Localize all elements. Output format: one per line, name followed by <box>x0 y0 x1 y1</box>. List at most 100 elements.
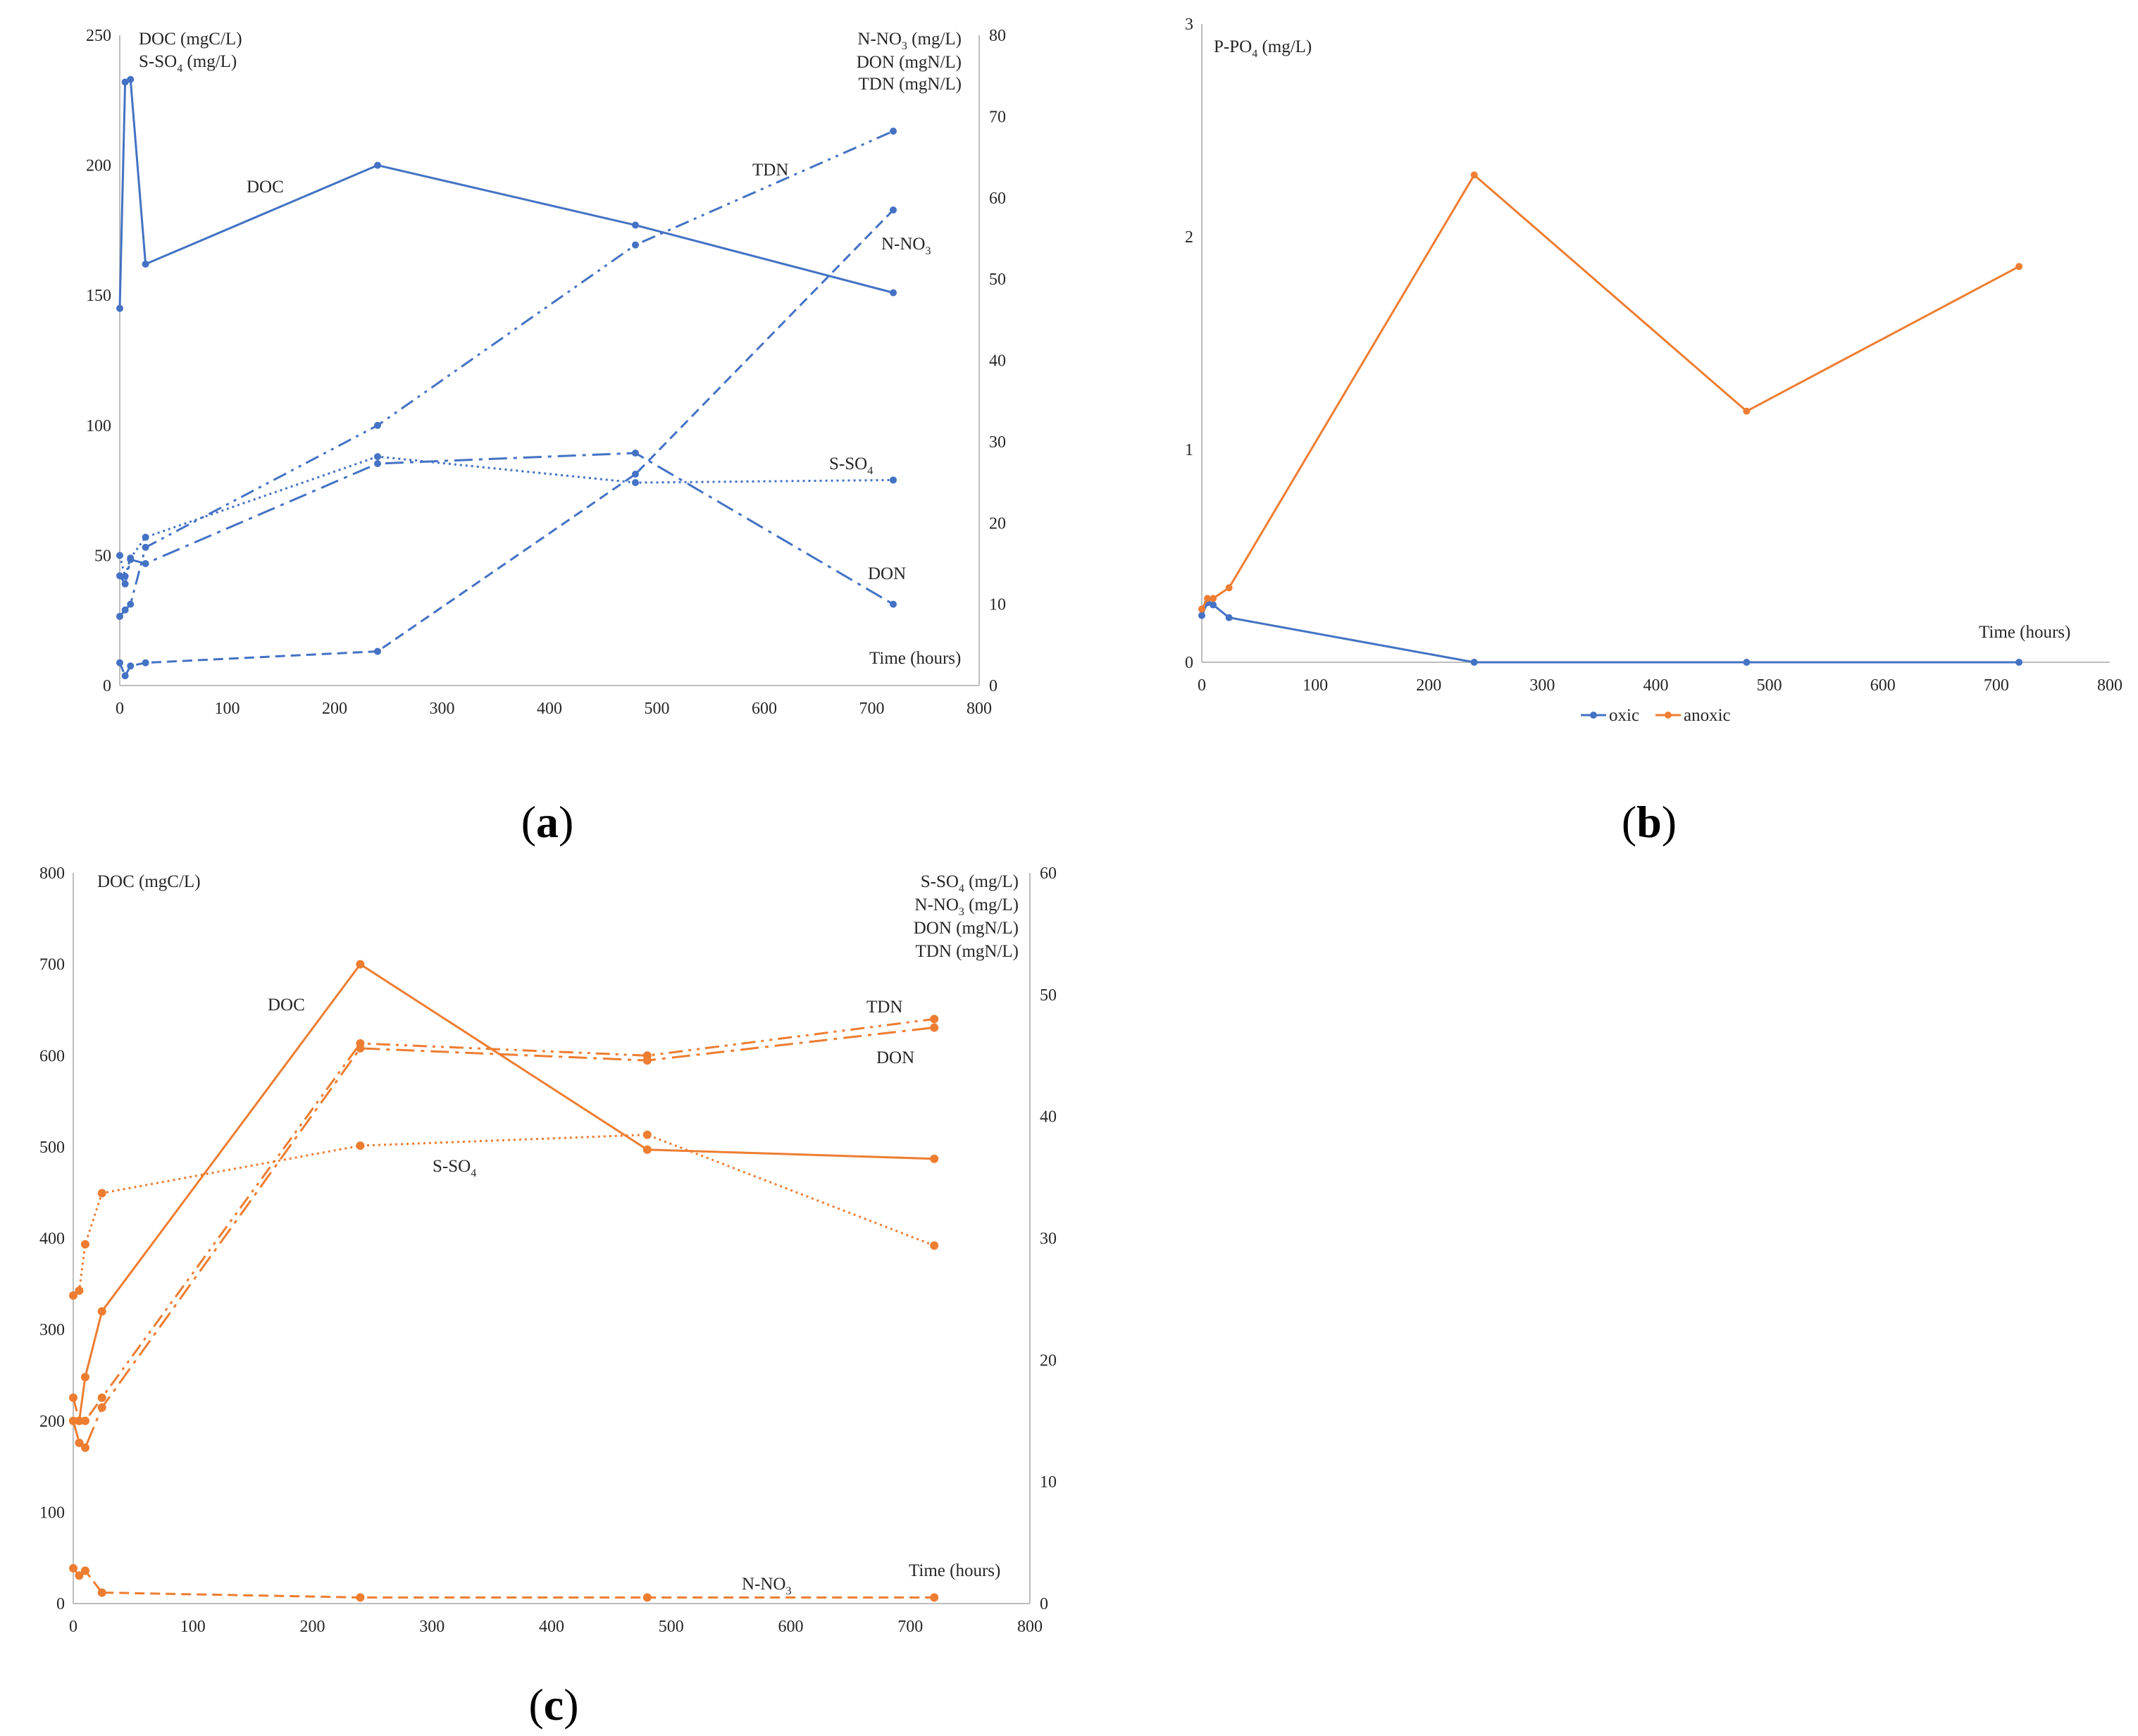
left-y-tick-label: 50 <box>94 547 111 565</box>
right-axis-title: S-SO4 (mg/L) <box>921 872 1019 895</box>
data-point-n-no3 <box>116 659 123 666</box>
x-tick-label: 400 <box>537 700 562 718</box>
data-point-oxic <box>1743 659 1751 666</box>
right-axis-title: N-NO3 (mg/L) <box>857 30 962 52</box>
data-point-n-no3 <box>642 1593 652 1602</box>
data-point-don <box>69 1416 77 1425</box>
series-line-don <box>72 1027 935 1449</box>
y-axis-title-sub: 4 <box>1252 48 1257 60</box>
series-label-n-no3: N-NO3 <box>742 1575 792 1597</box>
left-y-tick-label: 700 <box>39 956 65 974</box>
right-y-tick-label: 70 <box>989 108 1006 126</box>
data-point-don <box>890 600 897 608</box>
series-line-tdn <box>72 1017 935 1422</box>
x-axis-title: Time (hours) <box>909 1561 1000 1580</box>
data-point-don <box>116 572 123 580</box>
x-tick-label: 500 <box>1757 676 1782 695</box>
right-y-tick-label: 40 <box>1040 1108 1057 1127</box>
series-label-n-no3-main: N-NO <box>881 235 926 254</box>
legend-label-anoxic: anoxic <box>1684 706 1731 725</box>
right-y-tick-label: 30 <box>1040 1230 1057 1248</box>
data-point-n-no3 <box>121 672 129 680</box>
x-axis-title: Time (hours) <box>869 649 961 668</box>
data-point-doc <box>80 1372 89 1382</box>
left-y-tick-label: 500 <box>39 1139 65 1157</box>
data-point-s-so4 <box>142 533 149 541</box>
series-label-tdn: TDN <box>866 998 902 1017</box>
series-line-anoxic <box>1200 173 2020 610</box>
right-axis-title-main: N-NO <box>914 895 959 914</box>
panel-label: (c) <box>528 1680 578 1730</box>
data-point-don <box>142 559 149 567</box>
right-y-tick-label: 60 <box>1040 864 1057 883</box>
data-point-s-so4 <box>374 453 381 461</box>
series-label-tdn: TDN <box>752 161 788 180</box>
data-point-tdn <box>97 1393 106 1402</box>
right-axis-title-main: DON (mgN/L) <box>857 53 962 72</box>
data-point-s-so4 <box>356 1141 365 1151</box>
right-axis-title: DON (mgN/L) <box>914 919 1019 938</box>
data-point-s-so4 <box>75 1286 84 1295</box>
legend-marker-anoxic <box>1665 712 1672 719</box>
right-axis-title: DON (mgN/L) <box>857 53 962 72</box>
x-tick-label: 100 <box>215 700 240 718</box>
left-y-tick-label: 1 <box>1185 441 1193 459</box>
x-tick-label: 600 <box>778 1618 804 1636</box>
series-label-s-so4-sub: 4 <box>471 1167 476 1179</box>
legend-marker-oxic <box>1590 712 1597 719</box>
data-point-n-no3 <box>930 1593 939 1602</box>
right-y-tick-label: 10 <box>1040 1473 1057 1492</box>
data-point-tdn <box>80 1416 89 1425</box>
right-y-tick-label: 80 <box>989 27 1006 45</box>
data-point-don <box>632 450 639 457</box>
series-label-s-so4-main: S-SO <box>829 454 867 473</box>
panel-c-chart: 0 100 200 300 400 500 600 700 800010020030040050… <box>39 864 1057 1730</box>
right-axis-title-tail: (mg/L) <box>907 30 962 49</box>
left-axis-title-2-sub: 4 <box>177 63 182 75</box>
x-tick-label: 500 <box>659 1618 684 1636</box>
x-tick-label: 100 <box>1303 676 1328 695</box>
data-point-anoxic <box>1470 171 1478 179</box>
data-point-doc <box>890 289 897 297</box>
x-tick-label: 800 <box>1017 1618 1043 1636</box>
y-axis-title-main: P-PO <box>1214 37 1252 56</box>
left-y-tick-label: 0 <box>1185 654 1193 672</box>
series-label-n-no3-sub: 3 <box>786 1585 792 1597</box>
data-point-don <box>127 556 135 564</box>
right-axis-title: TDN (mgN/L) <box>859 75 962 94</box>
panel-label-close: ) <box>564 1680 578 1730</box>
left-y-tick-label: 100 <box>39 1504 65 1522</box>
panel-label-open: ( <box>528 1680 543 1730</box>
right-axis-title-main: TDN (mgN/L) <box>859 75 962 94</box>
series-label-s-so4-main: S-SO <box>433 1157 471 1176</box>
series-label-don: DON <box>876 1048 914 1067</box>
right-y-tick-label: 50 <box>1040 986 1057 1005</box>
series-label-doc: DOC <box>268 996 305 1015</box>
right-axis-title-tail: (mg/L) <box>964 872 1019 891</box>
data-point-don <box>374 460 381 468</box>
data-point-n-no3 <box>356 1593 365 1602</box>
right-axis-title-main: S-SO <box>921 872 959 891</box>
x-axis-title: Time (hours) <box>1979 623 2070 642</box>
panel-a-chart: 0 100 200 300 400 500 600 700 800050100150200250… <box>86 27 1006 847</box>
data-point-n-no3 <box>142 659 149 666</box>
right-y-tick-label: 20 <box>989 514 1006 533</box>
series-label-s-so4: S-SO4 <box>433 1157 476 1179</box>
right-axis-title-sub: 3 <box>902 40 907 52</box>
data-point-tdn <box>127 600 135 608</box>
left-y-tick-label: 2 <box>1185 228 1193 247</box>
data-point-doc <box>142 260 149 268</box>
data-point-s-so4 <box>890 476 897 484</box>
y-axis-title-tail: (mg/L) <box>1257 37 1312 56</box>
y-axis-title: P-PO4 (mg/L) <box>1214 37 1312 60</box>
data-point-doc <box>116 304 123 312</box>
data-point-tdn <box>69 1393 77 1402</box>
panel-label-letter: c <box>544 1680 564 1730</box>
series-line-don <box>118 452 894 605</box>
left-axis-title-2-tail: (mg/L) <box>182 52 237 71</box>
series-line-tdn <box>118 130 894 617</box>
right-axis-title: N-NO3 (mg/L) <box>914 895 1019 918</box>
x-tick-label: 700 <box>897 1618 923 1636</box>
data-point-don <box>75 1438 84 1447</box>
